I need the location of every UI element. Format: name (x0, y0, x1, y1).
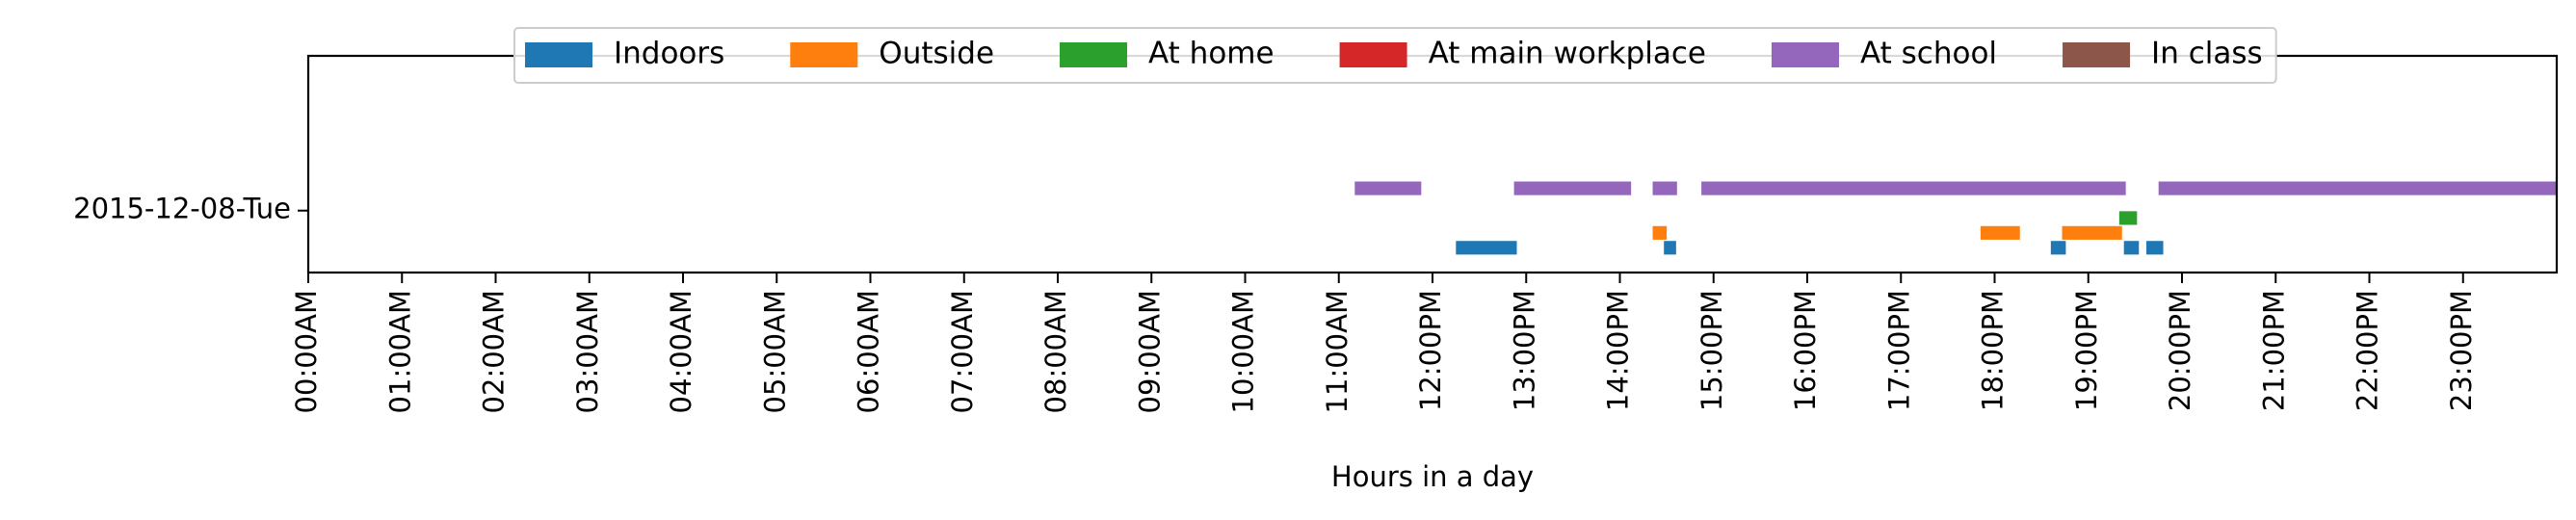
x-tick-label: 01:00AM (383, 290, 416, 413)
x-tick-label: 07:00AM (946, 290, 979, 413)
bar-indoors-2 (2050, 241, 2066, 255)
x-axis: 00:00AM 01:00AM 02:00AM 03:00AM 04:00AM 05:00… (290, 273, 2478, 413)
bar-at-school-4 (2158, 181, 2557, 195)
bar-indoors-4 (2146, 241, 2164, 255)
x-tick-label: 02:00AM (478, 290, 511, 413)
x-tick-label: 12:00PM (1414, 290, 1447, 411)
x-tick-label: 14:00PM (1602, 290, 1635, 411)
bar-outside-1 (1980, 225, 2020, 240)
x-tick-label: 11:00AM (1321, 290, 1354, 413)
legend-swatch-outside (790, 42, 858, 67)
legend-swatch-at-main-workplace (1339, 42, 1407, 67)
legend-swatch-at-home (1060, 42, 1128, 67)
x-tick-label: 16:00PM (1789, 290, 1822, 411)
x-tick-label: 06:00AM (853, 290, 885, 413)
x-tick-label: 08:00AM (1039, 290, 1072, 413)
x-tick-label: 03:00AM (571, 290, 604, 413)
x-tick-label: 21:00PM (2257, 290, 2290, 411)
legend-label-at-school: At school (1860, 37, 1997, 71)
legend-label-at-main-workplace: At main workplace (1429, 37, 1706, 71)
x-tick-label: 18:00PM (1977, 290, 2010, 411)
x-tick-label: 22:00PM (2352, 290, 2384, 411)
legend: Indoors Outside At home At main workplace At… (513, 27, 2277, 84)
x-tick-label: 05:00AM (758, 290, 791, 413)
bar-at-school-3 (1701, 181, 2126, 195)
x-tick-label: 20:00PM (2164, 290, 2196, 411)
bar-indoors-3 (2123, 241, 2140, 255)
plot-frame (306, 54, 2559, 274)
x-tick-label: 17:00PM (1882, 290, 1915, 411)
y-tick-label: 2015-12-08-Tue (73, 193, 291, 225)
bar-outside-0 (1652, 225, 1668, 240)
x-tick-label: 04:00AM (665, 290, 697, 413)
legend-label-at-home: At home (1148, 37, 1275, 71)
bar-at-home-0 (2118, 211, 2138, 225)
x-axis-label: Hours in a day (1331, 460, 1534, 493)
legend-label-in-class: In class (2151, 37, 2263, 71)
legend-label-outside: Outside (879, 37, 994, 71)
bar-indoors-0 (1456, 241, 1517, 255)
x-tick-label: 09:00AM (1133, 290, 1166, 413)
x-tick-label: 19:00PM (2070, 290, 2103, 411)
bar-layer (1354, 181, 2557, 255)
x-tick-label: 13:00PM (1508, 290, 1540, 411)
legend-label-indoors: Indoors (614, 37, 724, 71)
bar-at-school-1 (1513, 181, 1632, 195)
legend-swatch-indoors (525, 42, 592, 67)
legend-swatch-in-class (2063, 42, 2131, 67)
x-tick-label: 00:00AM (290, 290, 323, 413)
bar-at-school-0 (1354, 181, 1422, 195)
x-tick-label: 10:00AM (1227, 290, 1260, 413)
legend-swatch-at-school (1771, 42, 1839, 67)
x-tick-label: 15:00PM (1695, 290, 1728, 411)
bar-indoors-1 (1664, 241, 1676, 255)
bar-at-school-2 (1652, 181, 1677, 195)
y-axis: 2015-12-08-Tue (73, 193, 308, 225)
bar-outside-2 (2062, 225, 2122, 240)
x-tick-label: 23:00PM (2445, 290, 2478, 411)
